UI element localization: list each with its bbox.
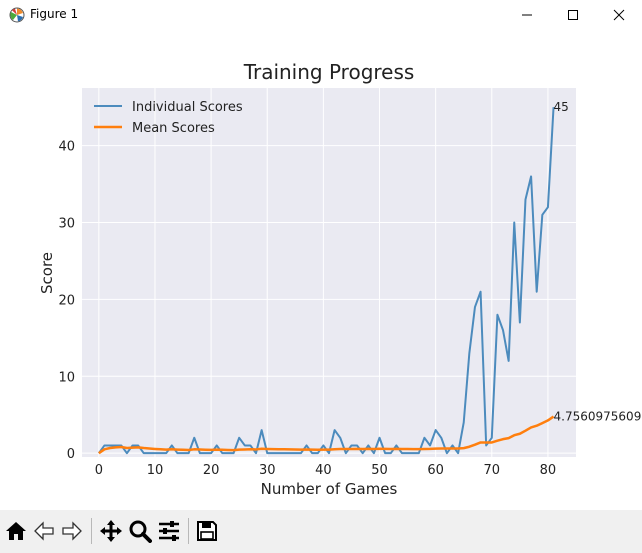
back-button[interactable] bbox=[30, 516, 58, 546]
chart: 0 10 20 30 40 50 60 70 80 0 10 20 30 40 45 4.75609756… bbox=[38, 60, 642, 498]
chart-title: Training Progress bbox=[243, 60, 415, 84]
last-mean-annotation: 4.7560975609 bbox=[554, 410, 642, 424]
y-tick-label: 40 bbox=[58, 140, 75, 155]
mean-scores-line bbox=[98, 415, 555, 455]
maximize-button[interactable] bbox=[550, 0, 596, 30]
configure-subplots-icon bbox=[159, 521, 179, 541]
pan-button[interactable] bbox=[97, 516, 125, 546]
window-title: Figure 1 bbox=[30, 7, 79, 21]
legend-label-individual: Individual Scores bbox=[132, 100, 243, 115]
y-axis-label: Score bbox=[38, 252, 56, 294]
series-layer bbox=[98, 107, 555, 455]
back-arrow-icon bbox=[34, 521, 54, 541]
close-button[interactable] bbox=[596, 0, 642, 30]
annotations: 45 4.7560975609 bbox=[554, 100, 642, 423]
configure-subplots-button[interactable] bbox=[155, 516, 183, 546]
last-score-annotation: 45 bbox=[554, 100, 569, 114]
home-button[interactable] bbox=[2, 516, 30, 546]
navigation-toolbar bbox=[0, 510, 642, 553]
matplotlib-logo-icon bbox=[9, 7, 25, 23]
y-tick-label: 20 bbox=[58, 293, 75, 308]
legend-label-mean: Mean Scores bbox=[132, 121, 215, 136]
grid bbox=[82, 88, 576, 457]
forward-arrow-icon bbox=[62, 521, 82, 541]
minimize-button[interactable] bbox=[504, 0, 550, 30]
forward-button[interactable] bbox=[58, 516, 86, 546]
x-tick-label: 20 bbox=[203, 463, 220, 478]
save-button[interactable] bbox=[193, 516, 221, 546]
x-tick-label: 10 bbox=[147, 463, 164, 478]
y-tick-label: 0 bbox=[67, 447, 75, 462]
x-tick-labels: 0 10 20 30 40 50 60 70 80 bbox=[95, 463, 557, 478]
plot-area bbox=[82, 88, 576, 457]
zoom-button[interactable] bbox=[126, 516, 154, 546]
toolbar-separator bbox=[188, 518, 189, 544]
zoom-icon bbox=[129, 520, 152, 543]
maximize-icon bbox=[568, 10, 578, 20]
legend: Individual Scores Mean Scores bbox=[94, 100, 243, 136]
home-icon bbox=[6, 522, 26, 540]
x-tick-label: 0 bbox=[95, 463, 103, 478]
x-tick-label: 80 bbox=[540, 463, 557, 478]
y-tick-label: 10 bbox=[58, 370, 75, 385]
pan-icon bbox=[100, 520, 122, 542]
x-tick-label: 30 bbox=[259, 463, 276, 478]
toolbar-separator bbox=[91, 518, 92, 544]
y-tick-labels: 0 10 20 30 40 bbox=[58, 140, 75, 463]
x-tick-label: 60 bbox=[427, 463, 444, 478]
save-icon bbox=[197, 521, 217, 541]
x-tick-label: 50 bbox=[371, 463, 388, 478]
figure-canvas[interactable]: 0 10 20 30 40 50 60 70 80 0 10 20 30 40 45 4.75609756… bbox=[0, 30, 642, 510]
minimize-icon bbox=[522, 14, 532, 16]
close-icon bbox=[613, 9, 625, 21]
x-axis-label: Number of Games bbox=[261, 480, 398, 498]
x-tick-label: 40 bbox=[315, 463, 332, 478]
x-tick-label: 70 bbox=[484, 463, 501, 478]
window-title-bar: Figure 1 bbox=[0, 0, 642, 30]
y-tick-label: 30 bbox=[58, 217, 75, 232]
